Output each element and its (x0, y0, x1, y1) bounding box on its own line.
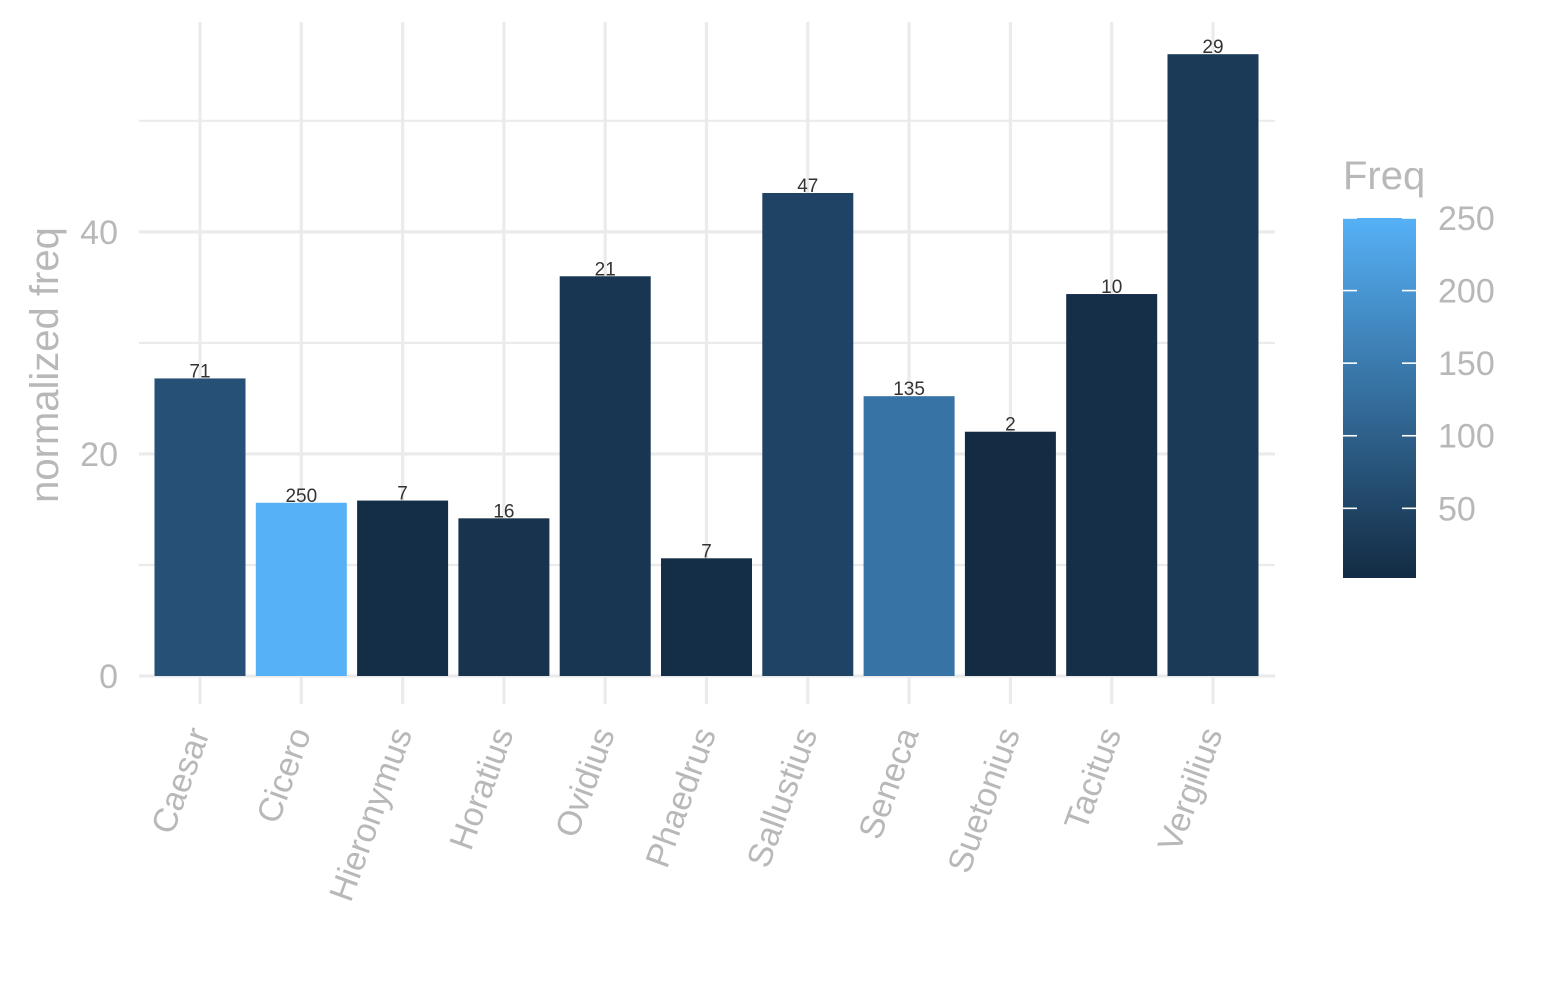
bar-ovidius (559, 276, 651, 676)
x-tick-label: Cicero (250, 723, 319, 828)
legend-colorbar (1343, 218, 1416, 578)
legend-tick-label: 50 (1438, 490, 1476, 528)
x-tick-label: Caesar (144, 723, 217, 839)
legend-tick-label: 150 (1438, 345, 1495, 383)
bar-labels: 71 250 7 16 21 7 47 135 2 10 29 (189, 37, 1223, 562)
y-tick-label: 20 (80, 436, 118, 474)
y-tick-label: 0 (99, 658, 118, 696)
x-axis-ticks: Caesar Cicero Hieronymus Horatius Ovidius Pha… (144, 723, 1230, 907)
bar-cicero (255, 502, 347, 676)
bar-label-cicero: 250 (285, 486, 317, 507)
bar-label-tacitus: 10 (1101, 277, 1122, 298)
bar-phaedrus (661, 558, 752, 676)
bar-suetonius (964, 431, 1056, 676)
bar-seneca (863, 396, 955, 676)
legend: Freq 50 100 150 200 250 (1343, 154, 1495, 578)
bar-hieronymus (357, 500, 449, 676)
x-tick-label: Seneca (851, 723, 926, 844)
x-tick-label: Sallustius (740, 723, 825, 873)
legend-title: Freq (1343, 154, 1425, 198)
bar-caesar (154, 378, 246, 676)
y-axis-title: normalized freq (23, 227, 67, 503)
bar-sallustius (762, 192, 854, 676)
legend-ticks: 50 100 150 200 250 (1343, 200, 1495, 528)
bar-horatius (458, 518, 550, 676)
bar-label-phaedrus: 7 (701, 541, 712, 562)
bar-label-caesar: 71 (189, 361, 210, 382)
bar-tacitus (1066, 294, 1158, 676)
x-tick-label: Hieronymus (322, 723, 420, 906)
bars (154, 54, 1259, 677)
x-tick-label: Vergilius (1151, 723, 1231, 857)
x-tick-label: Horatius (442, 723, 521, 855)
bar-label-suetonius: 2 (1005, 415, 1016, 436)
bar-label-vergilius: 29 (1202, 37, 1223, 58)
bar-label-horatius: 16 (493, 501, 514, 522)
bar-label-ovidius: 21 (595, 259, 616, 280)
x-tick-label: Suetonius (940, 723, 1027, 878)
x-tick-label: Tacitus (1057, 723, 1129, 835)
x-tick-label: Phaedrus (639, 723, 724, 873)
bar-label-hieronymus: 7 (397, 484, 408, 505)
bar-vergilius (1167, 54, 1259, 677)
legend-tick-label: 100 (1438, 418, 1495, 456)
x-tick-label: Ovidius (548, 723, 622, 843)
legend-tick-label: 250 (1438, 200, 1495, 238)
y-axis-ticks: 0 20 40 (80, 214, 118, 696)
bar-label-sallustius: 47 (797, 176, 818, 197)
bar-label-seneca: 135 (893, 379, 925, 400)
legend-tick-label: 200 (1438, 273, 1495, 311)
y-tick-label: 40 (80, 214, 118, 252)
